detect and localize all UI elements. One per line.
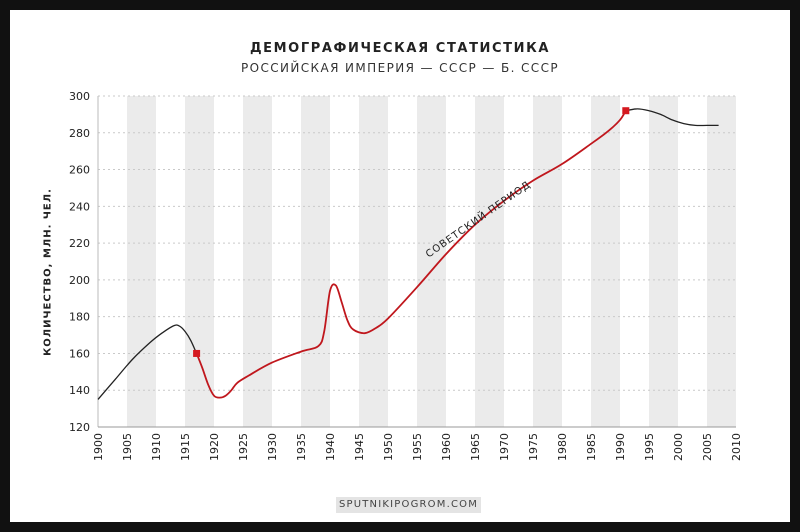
x-tick-label: 1980	[556, 433, 569, 461]
y-tick-label: 220	[69, 237, 90, 250]
source-label: SPUTNIKIPOGROM.COM	[336, 497, 481, 513]
grid-band	[591, 96, 620, 427]
x-tick-label: 2010	[730, 433, 743, 461]
data-marker	[622, 107, 630, 115]
grid-band	[417, 96, 446, 427]
x-tick-label: 1990	[614, 433, 627, 461]
x-tick-label: 1915	[179, 433, 192, 461]
x-tick-label: 1935	[295, 433, 308, 461]
grid-band	[185, 96, 214, 427]
x-tick-label: 1960	[440, 433, 453, 461]
y-tick-label: 180	[69, 311, 90, 324]
x-tick-label: 1900	[92, 433, 105, 461]
y-tick-label: 240	[69, 200, 90, 213]
grid-band	[475, 96, 504, 427]
x-tick-label: 1985	[585, 433, 598, 461]
x-tick-label: 1910	[150, 433, 163, 461]
data-marker	[193, 349, 201, 357]
x-tick-label: 1965	[469, 433, 482, 461]
x-tick-label: 1905	[121, 433, 134, 461]
x-tick-label: 1925	[237, 433, 250, 461]
series-line-post-soviet	[625, 108, 719, 127]
grid-band	[127, 96, 156, 427]
chart-title: ДЕМОГРАФИЧЕСКАЯ СТАТИСТИКА	[249, 41, 551, 56]
y-tick-label: 260	[69, 164, 90, 177]
x-tick-label: 1955	[411, 433, 424, 461]
grid-band	[243, 96, 272, 427]
x-tick-label: 1945	[353, 433, 366, 461]
series-line-pre-soviet	[97, 324, 198, 400]
x-tick-label: 1970	[498, 433, 511, 461]
x-tick-label: 1950	[382, 433, 395, 461]
y-tick-label: 140	[69, 384, 90, 397]
grid-band	[649, 96, 678, 427]
chart-subtitle: РОССИЙСКАЯ ИМПЕРИЯ — СССР — Б. СССР	[240, 61, 559, 75]
grid-band	[301, 96, 330, 427]
series-line-soviet	[195, 110, 627, 399]
x-tick-label: 1920	[208, 433, 221, 461]
y-tick-label: 300	[69, 90, 90, 103]
grid-band	[359, 96, 388, 427]
y-tick-label: 160	[69, 347, 90, 360]
grid-band	[533, 96, 562, 427]
grid-band	[707, 96, 736, 427]
x-tick-label: 2005	[701, 433, 714, 461]
x-tick-label: 1940	[324, 433, 337, 461]
y-tick-label: 280	[69, 127, 90, 140]
x-tick-label: 1995	[643, 433, 656, 461]
x-tick-label: 1930	[266, 433, 279, 461]
y-tick-label: 200	[69, 274, 90, 287]
x-tick-label: 1975	[527, 433, 540, 461]
x-tick-label: 2000	[672, 433, 685, 461]
y-tick-label: 120	[69, 421, 90, 434]
